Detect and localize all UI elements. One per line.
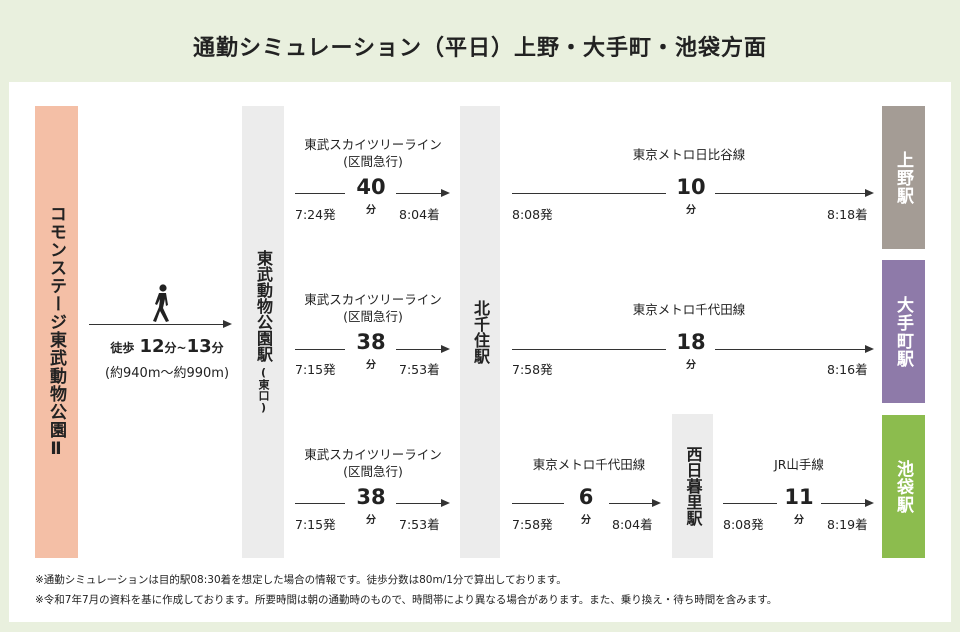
route3-chiyoda-line-right [609,503,653,504]
origin-label: コモンステージ東武動物公園Ⅱ [46,204,66,460]
route3-chiyoda-minutes: 6 [578,485,594,509]
walk-arrowhead [223,320,232,328]
station-nishinippori: 西日暮里駅 [672,414,713,558]
route3-chiyoda-line-name: 東京メトロ千代田線 [532,457,646,472]
route3-yamanote-arrowhead [865,499,874,507]
route2-tobu-line-type: (区間急行) [343,309,403,324]
route1-tobu-departure: 7:24発 [295,207,336,222]
route1-tobu-arrowhead [441,189,450,197]
walk-distance: (約940m～約990m) [104,366,230,381]
route3-tobu-arrowhead [441,499,450,507]
walk-time: 徒歩 12分~13分 [110,336,224,357]
footnote-2: ※令和7年7月の資料を基に作成しております。所要時間は朝の通勤時のもので、時間帯… [35,594,778,606]
route3-tobu-line-name: 東武スカイツリーライン [304,447,442,462]
station-tobu-dobutsu-koen: 東武動物公園駅 (東口) [242,106,284,558]
route2-tobu-arrival: 7:53着 [399,362,440,377]
route1-hibiya-line-name: 東京メトロ日比谷線 [632,147,746,162]
route1-tobu-minutes: 40 [356,175,386,199]
route1-hibiya-arrowhead [865,189,874,197]
route3-tobu-departure: 7:15発 [295,517,336,532]
route1-hibiya-line-left [512,193,666,194]
route3-tobu-line-right [396,503,442,504]
route2-tobu-departure: 7:15発 [295,362,336,377]
page-title: 通勤シミュレーション（平日）上野・大手町・池袋方面 [192,36,768,61]
route2-chiyoda-line-left [512,349,666,350]
route2-chiyoda-minutes-unit: 分 [686,360,696,371]
route1-hibiya-arrival: 8:18着 [827,207,868,222]
route2-chiyoda-line-right [715,349,866,350]
route3-yamanote-departure: 8:08発 [723,517,764,532]
route1-tobu-line-type: (区間急行) [343,154,403,169]
route1-hibiya-departure: 8:08発 [512,207,553,222]
origin-column: コモンステージ東武動物公園Ⅱ [35,106,78,558]
route3-chiyoda-departure: 7:58発 [512,517,553,532]
route2-tobu-line-left [295,349,345,350]
route2-chiyoda-departure: 7:58発 [512,362,553,377]
destination-ueno: 上野駅 [882,106,925,249]
footnote-1: ※通勤シミュレーションは目的駅08:30着を想定した場合の情報です。徒歩分数は8… [35,574,567,586]
route1-tobu-line-right [396,193,442,194]
route3-yamanote-minutes: 11 [784,485,814,509]
route1-hibiya-line-right [715,193,866,194]
route3-chiyoda-minutes-unit: 分 [581,515,591,526]
route3-chiyoda-arrival: 8:04着 [612,517,653,532]
route2-tobu-line-right [396,349,442,350]
route3-yamanote-minutes-unit: 分 [794,515,804,526]
route2-chiyoda-minutes: 18 [676,330,706,354]
destination-ikebukuro: 池袋駅 [882,415,925,558]
route3-yamanote-line-left [723,503,777,504]
walk-line [89,324,225,325]
route3-tobu-arrival: 7:53着 [399,517,440,532]
route2-chiyoda-arrowhead [865,345,874,353]
route3-tobu-minutes: 38 [356,485,386,509]
route3-yamanote-line-right [821,503,866,504]
route2-chiyoda-line-name: 東京メトロ千代田線 [632,302,746,317]
route3-yamanote-line-name: JR山手線 [774,457,824,472]
route3-chiyoda-arrowhead [652,499,661,507]
route1-hibiya-minutes-unit: 分 [686,205,696,216]
route3-yamanote-arrival: 8:19着 [827,517,868,532]
route1-tobu-minutes-unit: 分 [366,205,376,216]
route1-tobu-arrival: 8:04着 [399,207,440,222]
route3-tobu-minutes-unit: 分 [366,515,376,526]
route2-tobu-line-name: 東武スカイツリーライン [304,292,442,307]
route2-chiyoda-arrival: 8:16着 [827,362,868,377]
walking-person-icon [153,284,169,322]
diagram-panel: コモンステージ東武動物公園Ⅱ 徒歩 12分~13分 (約940m～約990m) … [9,82,951,622]
route3-chiyoda-line-left [512,503,564,504]
route1-hibiya-minutes: 10 [676,175,706,199]
destination-otemachi: 大手町駅 [882,260,925,403]
route2-tobu-minutes: 38 [356,330,386,354]
route3-tobu-line-left [295,503,345,504]
route2-tobu-arrowhead [441,345,450,353]
route1-tobu-line-name: 東武スカイツリーライン [304,137,442,152]
route1-tobu-line-left [295,193,345,194]
route2-tobu-minutes-unit: 分 [366,360,376,371]
station-kitasenju: 北千住駅 [460,106,500,558]
route3-tobu-line-type: (区間急行) [343,464,403,479]
